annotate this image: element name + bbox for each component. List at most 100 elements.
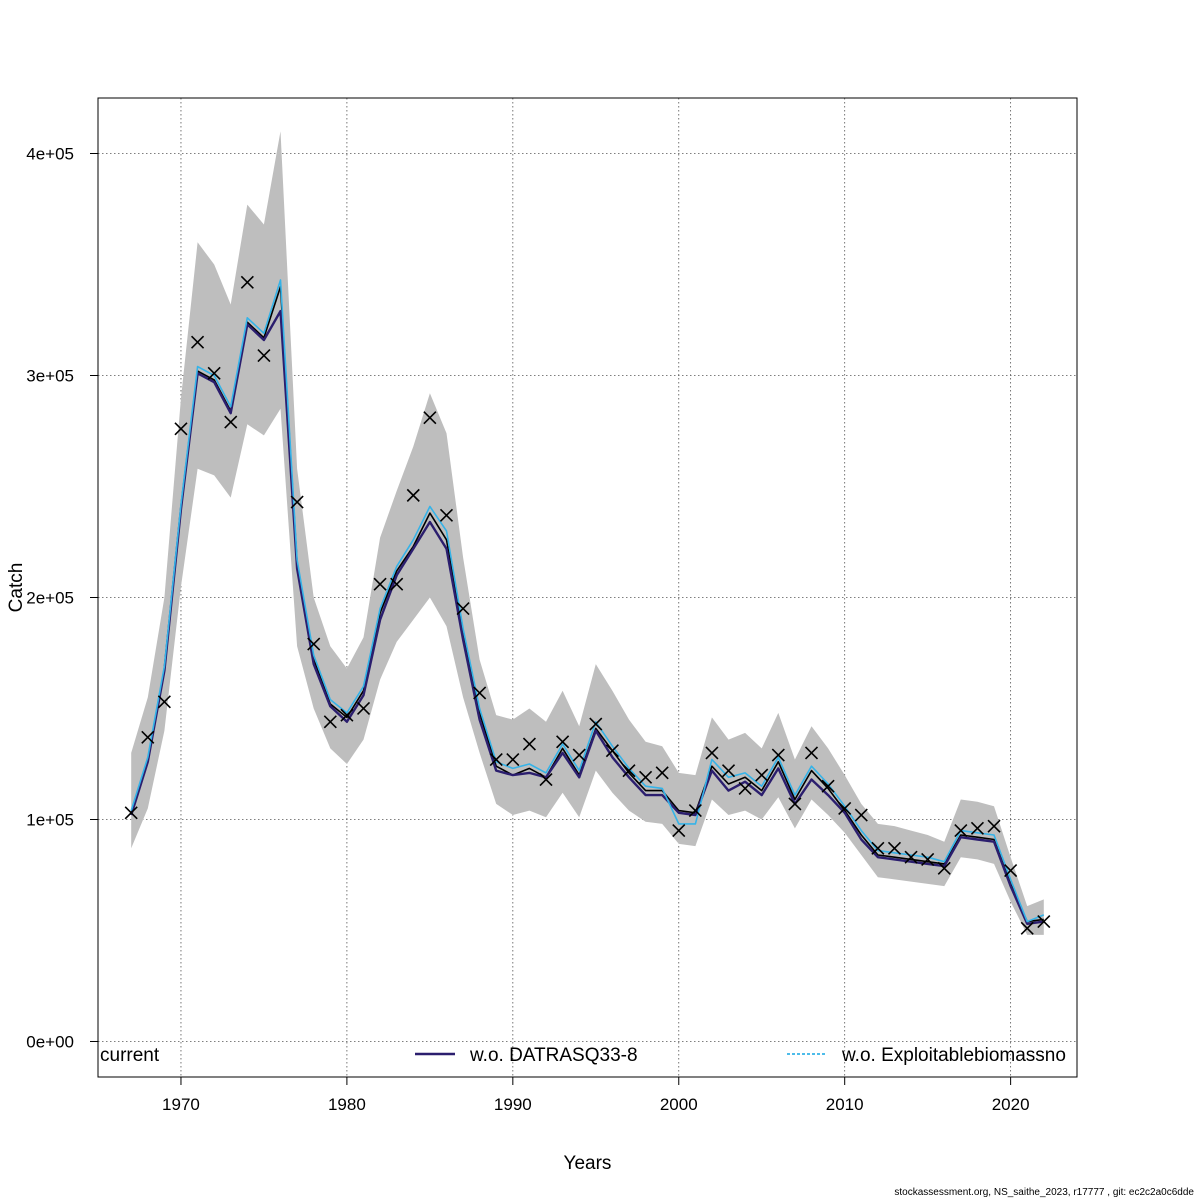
observed-point-stroke xyxy=(207,366,221,380)
observed-point-stroke xyxy=(688,804,702,818)
observed-point-stroke xyxy=(970,821,985,835)
observed-point-stroke xyxy=(954,824,968,838)
observed-point xyxy=(655,766,669,780)
observed-point xyxy=(788,797,802,811)
observed-point xyxy=(821,779,835,793)
observed-point xyxy=(887,841,902,855)
y-tick-label: 4e+05 xyxy=(26,144,74,163)
observed-point xyxy=(157,695,171,709)
observed-point-stroke xyxy=(921,852,935,867)
observed-point xyxy=(473,686,487,700)
observed-point xyxy=(589,717,603,731)
observed-point-stroke xyxy=(589,717,603,731)
observed-point xyxy=(489,752,503,767)
observed-point-stroke xyxy=(373,577,387,591)
observed-point xyxy=(954,824,968,838)
observed-point xyxy=(323,715,337,729)
observed-point-stroke xyxy=(904,850,918,864)
observed-point xyxy=(439,508,454,522)
observed-point xyxy=(755,768,769,782)
confidence-band xyxy=(131,131,1044,935)
observed-point-stroke xyxy=(224,415,238,429)
y-axis-label: Catch xyxy=(6,563,27,613)
observed-point xyxy=(688,804,702,818)
observed-point-stroke xyxy=(887,841,902,855)
observed-point-stroke xyxy=(987,819,1001,833)
observed-point xyxy=(970,821,985,835)
observed-point-stroke xyxy=(854,808,868,822)
series-line-wo-datras xyxy=(130,309,1044,925)
observed-point xyxy=(124,806,138,820)
observed-point xyxy=(390,577,404,591)
observed-point-stroke xyxy=(141,730,155,744)
observed-point-stroke xyxy=(738,781,752,795)
x-tick-label: 2020 xyxy=(992,1095,1030,1114)
series-line-wo-exploitable xyxy=(130,279,1045,923)
observed-point-stroke xyxy=(721,764,736,778)
observed-point xyxy=(1020,921,1034,935)
observed-point-stroke xyxy=(539,772,553,787)
observed-point-stroke xyxy=(406,488,420,502)
footer-credit: stockassessment.org, NS_saithe_2023, r17… xyxy=(894,1187,1194,1198)
observed-point-stroke xyxy=(390,577,404,591)
y-tick-label: 1e+05 xyxy=(26,810,74,829)
observed-point-stroke xyxy=(473,686,487,700)
observed-point-stroke xyxy=(290,495,304,509)
observed-point-stroke xyxy=(307,637,321,651)
observed-point xyxy=(738,781,752,795)
observed-point-stroke xyxy=(1004,863,1018,878)
observed-point-stroke xyxy=(655,766,669,780)
observed-point xyxy=(622,764,636,778)
x-axis: 1970 1980 1990 2000 2010 2020 xyxy=(162,1077,1030,1114)
x-tick-label: 2010 xyxy=(826,1095,864,1114)
observed-point-stroke xyxy=(755,768,769,782)
observed-point-stroke xyxy=(356,701,371,716)
observed-point-stroke xyxy=(489,752,503,767)
observed-point xyxy=(240,275,254,289)
observed-point-stroke xyxy=(323,715,337,729)
observed-point-stroke xyxy=(788,797,802,811)
plot-frame xyxy=(97,97,1078,1078)
observed-point xyxy=(838,801,852,815)
x-tick-label: 1970 xyxy=(162,1095,200,1114)
observed-point-stroke xyxy=(937,861,951,875)
observed-point-stroke xyxy=(771,748,785,762)
observed-point-stroke xyxy=(605,744,619,758)
observed-point-stroke xyxy=(871,841,885,855)
observed-point xyxy=(871,841,885,855)
observed-point xyxy=(174,422,188,436)
y-tick-label: 3e+05 xyxy=(26,366,74,385)
legend: current w.o. DATRASQ33-8 w.o. Exploitableb… xyxy=(100,1045,1066,1066)
observed-point xyxy=(904,850,918,864)
observed-point xyxy=(224,415,238,429)
observed-point-stroke xyxy=(340,708,354,722)
observed-point xyxy=(1037,915,1051,929)
observed-point-stroke xyxy=(821,779,835,793)
observed-point xyxy=(937,861,951,875)
observed-point-stroke xyxy=(705,746,719,760)
observed-point-stroke xyxy=(506,752,520,767)
observed-point-stroke xyxy=(572,748,586,762)
observed-point-stroke xyxy=(622,764,636,778)
observed-point xyxy=(506,752,520,767)
observed-point xyxy=(705,746,719,760)
observed-point-stroke xyxy=(456,602,470,616)
observed-point xyxy=(456,602,470,616)
observed-point-stroke xyxy=(423,411,437,425)
observed-point-stroke xyxy=(672,824,686,838)
legend-label-wo-datras: w.o. DATRASQ33-8 xyxy=(469,1045,638,1066)
observed-point xyxy=(207,366,221,380)
observed-point-stroke xyxy=(838,801,852,815)
observed-point xyxy=(605,744,619,758)
observed-point-stroke xyxy=(174,422,188,436)
observed-point-stroke xyxy=(124,806,138,820)
observed-point xyxy=(522,737,536,751)
observed-point-stroke xyxy=(439,508,454,522)
observed-point xyxy=(556,735,570,749)
observed-point xyxy=(307,637,321,651)
observed-point xyxy=(141,730,155,744)
observed-point xyxy=(721,764,736,778)
observed-point xyxy=(854,808,868,822)
x-tick-label: 2000 xyxy=(660,1095,698,1114)
